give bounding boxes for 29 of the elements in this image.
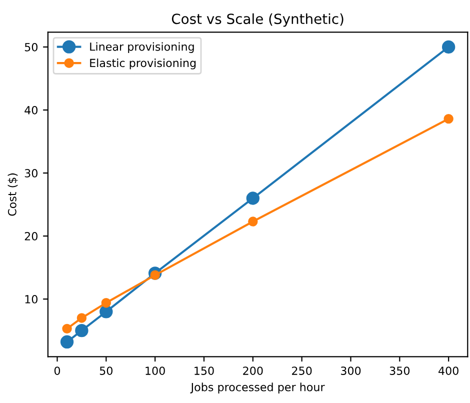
- legend-label: Linear provisioning: [90, 42, 194, 53]
- y-axis-title: Cost ($): [8, 173, 18, 216]
- x-tick-label: 350: [390, 366, 410, 375]
- y-tick-label: 30: [24, 168, 38, 178]
- x-tick-label: 50: [100, 366, 112, 375]
- x-tick-label: 150: [194, 366, 214, 375]
- point: [444, 114, 454, 124]
- point: [60, 335, 74, 349]
- point: [101, 298, 112, 308]
- y-tick-label: 10: [25, 295, 38, 304]
- point: [76, 313, 87, 323]
- x-tick-label: 400: [438, 366, 458, 375]
- point: [62, 324, 72, 334]
- x-tick-label: 300: [340, 366, 361, 375]
- point: [248, 216, 258, 226]
- x-tick-label: 200: [243, 366, 263, 375]
- x-tick-label: 250: [292, 366, 312, 375]
- point: [246, 192, 260, 205]
- x-tick-label: 0: [54, 366, 60, 375]
- legend-label: Elastic provisioning: [90, 58, 196, 70]
- y-tick-label: 40: [24, 106, 38, 114]
- chart-title: Cost vs Scale (Synthetic): [172, 13, 344, 27]
- point: [442, 40, 456, 54]
- y-tick-label: 50: [24, 42, 38, 52]
- x-tick-label: 100: [146, 366, 165, 375]
- x-axis-title: Jobs processed per hour: [190, 382, 325, 394]
- point: [100, 305, 113, 318]
- point: [75, 324, 88, 338]
- y-tick-label: 20: [24, 232, 38, 240]
